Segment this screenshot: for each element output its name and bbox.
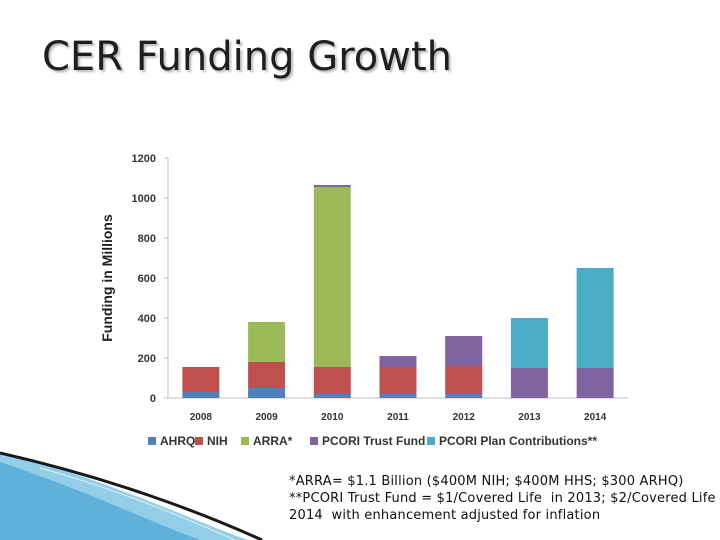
y-axis-label: Funding in Millions — [99, 214, 115, 342]
bar-segment-nih — [445, 366, 483, 394]
x-tick-label: 2014 — [584, 412, 607, 423]
bar-segment-pcori-plan-contributions — [576, 268, 614, 368]
bar-segment-pcori-trust-fund — [510, 368, 548, 398]
legend-swatch — [195, 437, 203, 445]
y-tick-label: 200 — [138, 353, 156, 365]
x-tick-label: 2012 — [453, 412, 476, 423]
bar-segment-arra — [248, 322, 286, 362]
bar-segment-nih — [248, 362, 286, 388]
y-tick-label: 600 — [138, 273, 156, 285]
footnote-inflation: 2014 with enhancement adjusted for infla… — [289, 508, 601, 523]
x-tick-label: 2008 — [190, 412, 213, 423]
bar-segment-pcori-plan-contributions — [510, 318, 548, 368]
footnote-pcori-trust: **PCORI Trust Fund = $1/Covered Life in … — [289, 491, 716, 506]
legend-label: AHRQ — [160, 434, 195, 448]
y-tick-label: 1200 — [132, 153, 156, 165]
bar-segment-ahrq — [313, 394, 351, 398]
legend-label: PCORI Plan Contributions** — [439, 434, 597, 448]
funding-chart: 0 200 400 600 800 1000 1200 Funding in Millions… — [99, 153, 628, 448]
bar-segment-arra — [313, 187, 351, 367]
legend-swatch — [148, 437, 156, 445]
x-tick-label: 2011 — [387, 412, 409, 423]
x-tick-label: 2013 — [518, 412, 541, 423]
y-tick-label: 800 — [138, 233, 156, 245]
legend-label: ARRA* — [253, 434, 293, 448]
bar-segment-pcori-trust-fund — [313, 185, 351, 187]
bar-segment-pcori-trust-fund — [379, 356, 417, 367]
legend-swatch — [241, 437, 249, 445]
footnotes: *ARRA= $1.1 Billion ($400M NIH; $400M HH… — [289, 473, 716, 524]
x-tick-label: 2009 — [255, 412, 278, 423]
bar-segment-ahrq — [379, 394, 417, 398]
x-tick-label: 2010 — [321, 412, 344, 423]
bar-segment-nih — [313, 367, 351, 394]
slide-title: CER Funding Growth — [42, 34, 452, 80]
bar-segment-ahrq — [182, 392, 220, 398]
legend-swatch — [310, 437, 318, 445]
bar-segment-pcori-trust-fund — [576, 368, 614, 398]
bar-segment-nih — [182, 367, 220, 392]
legend-label: NIH — [207, 434, 228, 448]
y-tick-label: 1000 — [132, 193, 156, 205]
footnote-arra: *ARRA= $1.1 Billion ($400M NIH; $400M HH… — [289, 474, 684, 489]
bar-segment-nih — [379, 367, 417, 394]
legend-label: PCORI Trust Fund — [322, 434, 425, 448]
y-tick-label: 400 — [138, 313, 156, 325]
legend-swatch — [427, 437, 435, 445]
bar-segment-ahrq — [248, 388, 286, 398]
y-tick-label: 0 — [150, 393, 156, 405]
bar-segment-pcori-trust-fund — [445, 336, 483, 366]
bar-segment-ahrq — [445, 394, 483, 398]
